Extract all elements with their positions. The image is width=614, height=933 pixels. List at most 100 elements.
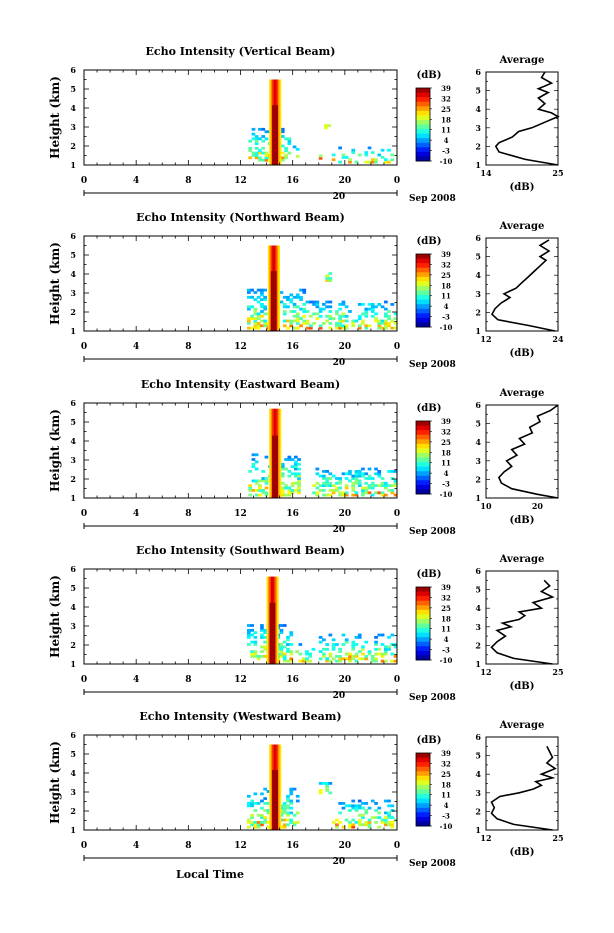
colorbar-tick-label: 4: [444, 136, 449, 145]
echo-cell: [354, 472, 359, 476]
echo-cell: [377, 322, 382, 325]
colorbar-tick-label: 25: [441, 604, 451, 613]
echo-cell: [315, 317, 320, 320]
echo-cell: [279, 818, 284, 822]
echo-cell: [250, 799, 254, 803]
echo-cell: [280, 156, 285, 160]
echo-cell: [256, 802, 261, 805]
echo-cell: [292, 787, 297, 791]
echo-cell: [367, 160, 372, 164]
colorbar-tick-label: -3: [442, 646, 450, 655]
echo-cell: [254, 151, 259, 155]
average-profile-line: [490, 745, 557, 831]
average-x-tick-label: 25: [552, 667, 563, 677]
echo-cell: [253, 650, 258, 653]
echo-cell: [287, 455, 292, 459]
echo-cell: [387, 647, 391, 651]
colorbar-segment: [416, 272, 430, 278]
echo-cell: [384, 647, 388, 651]
echo-cell: [344, 657, 349, 661]
average-y-tick-label: 2: [475, 474, 481, 484]
echo-cell: [297, 472, 301, 476]
echo-cell: [384, 486, 388, 490]
echo-cell: [258, 156, 262, 160]
echo-cell: [305, 326, 310, 330]
y-tick-label: 5: [70, 749, 76, 759]
echo-cell: [380, 821, 385, 824]
echo-cell: [390, 821, 395, 824]
echo-cell: [312, 300, 316, 304]
echo-cell: [292, 823, 297, 827]
x-tick-label: 8: [185, 176, 191, 186]
echo-cell: [263, 797, 267, 800]
echo-cell: [357, 479, 362, 483]
average-title: Average: [499, 55, 545, 66]
echo-cell: [266, 811, 271, 815]
rain-column: [279, 79, 282, 165]
echo-cell: [325, 493, 329, 497]
echo-cell: [344, 486, 349, 490]
echo-cell: [380, 322, 385, 325]
echo-cell: [247, 818, 251, 822]
echo-cell: [264, 486, 269, 490]
echo-cell: [327, 124, 331, 127]
colorbar-tick-label: 4: [444, 635, 449, 644]
echo-cell: [260, 628, 264, 632]
echo-cell: [374, 802, 378, 805]
day-label: 20: [333, 525, 346, 535]
echo-cell: [287, 474, 292, 478]
echo-cell: [384, 322, 388, 325]
echo-cell: [289, 802, 294, 805]
colorbar-tick-label: 25: [441, 438, 451, 447]
echo-cell: [393, 322, 398, 325]
colorbar-tick-label: 18: [441, 115, 451, 124]
y-tick-label: 5: [70, 583, 76, 593]
colorbar-tick-label: 11: [441, 791, 451, 800]
echo-cell: [279, 631, 284, 634]
rain-core: [270, 271, 277, 331]
echo-cell: [315, 472, 320, 476]
echo-cell: [338, 479, 342, 483]
date-label: Sep 2008: [409, 194, 456, 204]
echo-cell: [341, 633, 346, 637]
echo-cell: [290, 465, 295, 468]
colorbar-segment: [416, 623, 430, 629]
echo-cell: [286, 298, 290, 301]
echo-cell: [387, 821, 391, 824]
echo-cell: [354, 481, 359, 485]
echo-cell: [260, 799, 264, 803]
colorbar-segment: [416, 803, 430, 809]
echo-cell: [377, 303, 382, 306]
echo-cell: [301, 659, 306, 663]
plot-frame: [83, 568, 398, 665]
echo-cell: [260, 303, 264, 306]
echo-cell: [279, 300, 284, 304]
colorbar-segment: [416, 254, 430, 259]
echo-cell: [263, 647, 267, 651]
echo-cell: [254, 154, 259, 157]
average-x-tick-label: 24: [552, 334, 564, 344]
echo-cell: [260, 821, 264, 824]
echo-cell: [348, 655, 352, 658]
echo-cell: [260, 624, 264, 627]
colorbar-segment: [416, 646, 430, 652]
echo-cell: [247, 802, 251, 805]
echo-cell: [251, 154, 256, 157]
echo-cell: [341, 156, 346, 159]
echo-cell: [284, 146, 288, 150]
echo-cell: [253, 319, 258, 323]
echo-cell: [351, 477, 356, 480]
colorbar-segment: [416, 771, 430, 777]
echo-cell: [348, 804, 352, 808]
echo-cell: [335, 324, 339, 328]
echo-cell: [295, 811, 300, 815]
colorbar-segment: [416, 119, 430, 125]
average-x-tick-label: 12: [480, 667, 491, 677]
echo-cell: [289, 792, 294, 796]
echo-cell: [354, 809, 359, 812]
colorbar-segment: [416, 591, 430, 597]
echo-cell: [335, 823, 339, 827]
echo-cell: [260, 816, 264, 819]
echo-cell: [384, 319, 388, 323]
echo-cell: [318, 640, 323, 644]
